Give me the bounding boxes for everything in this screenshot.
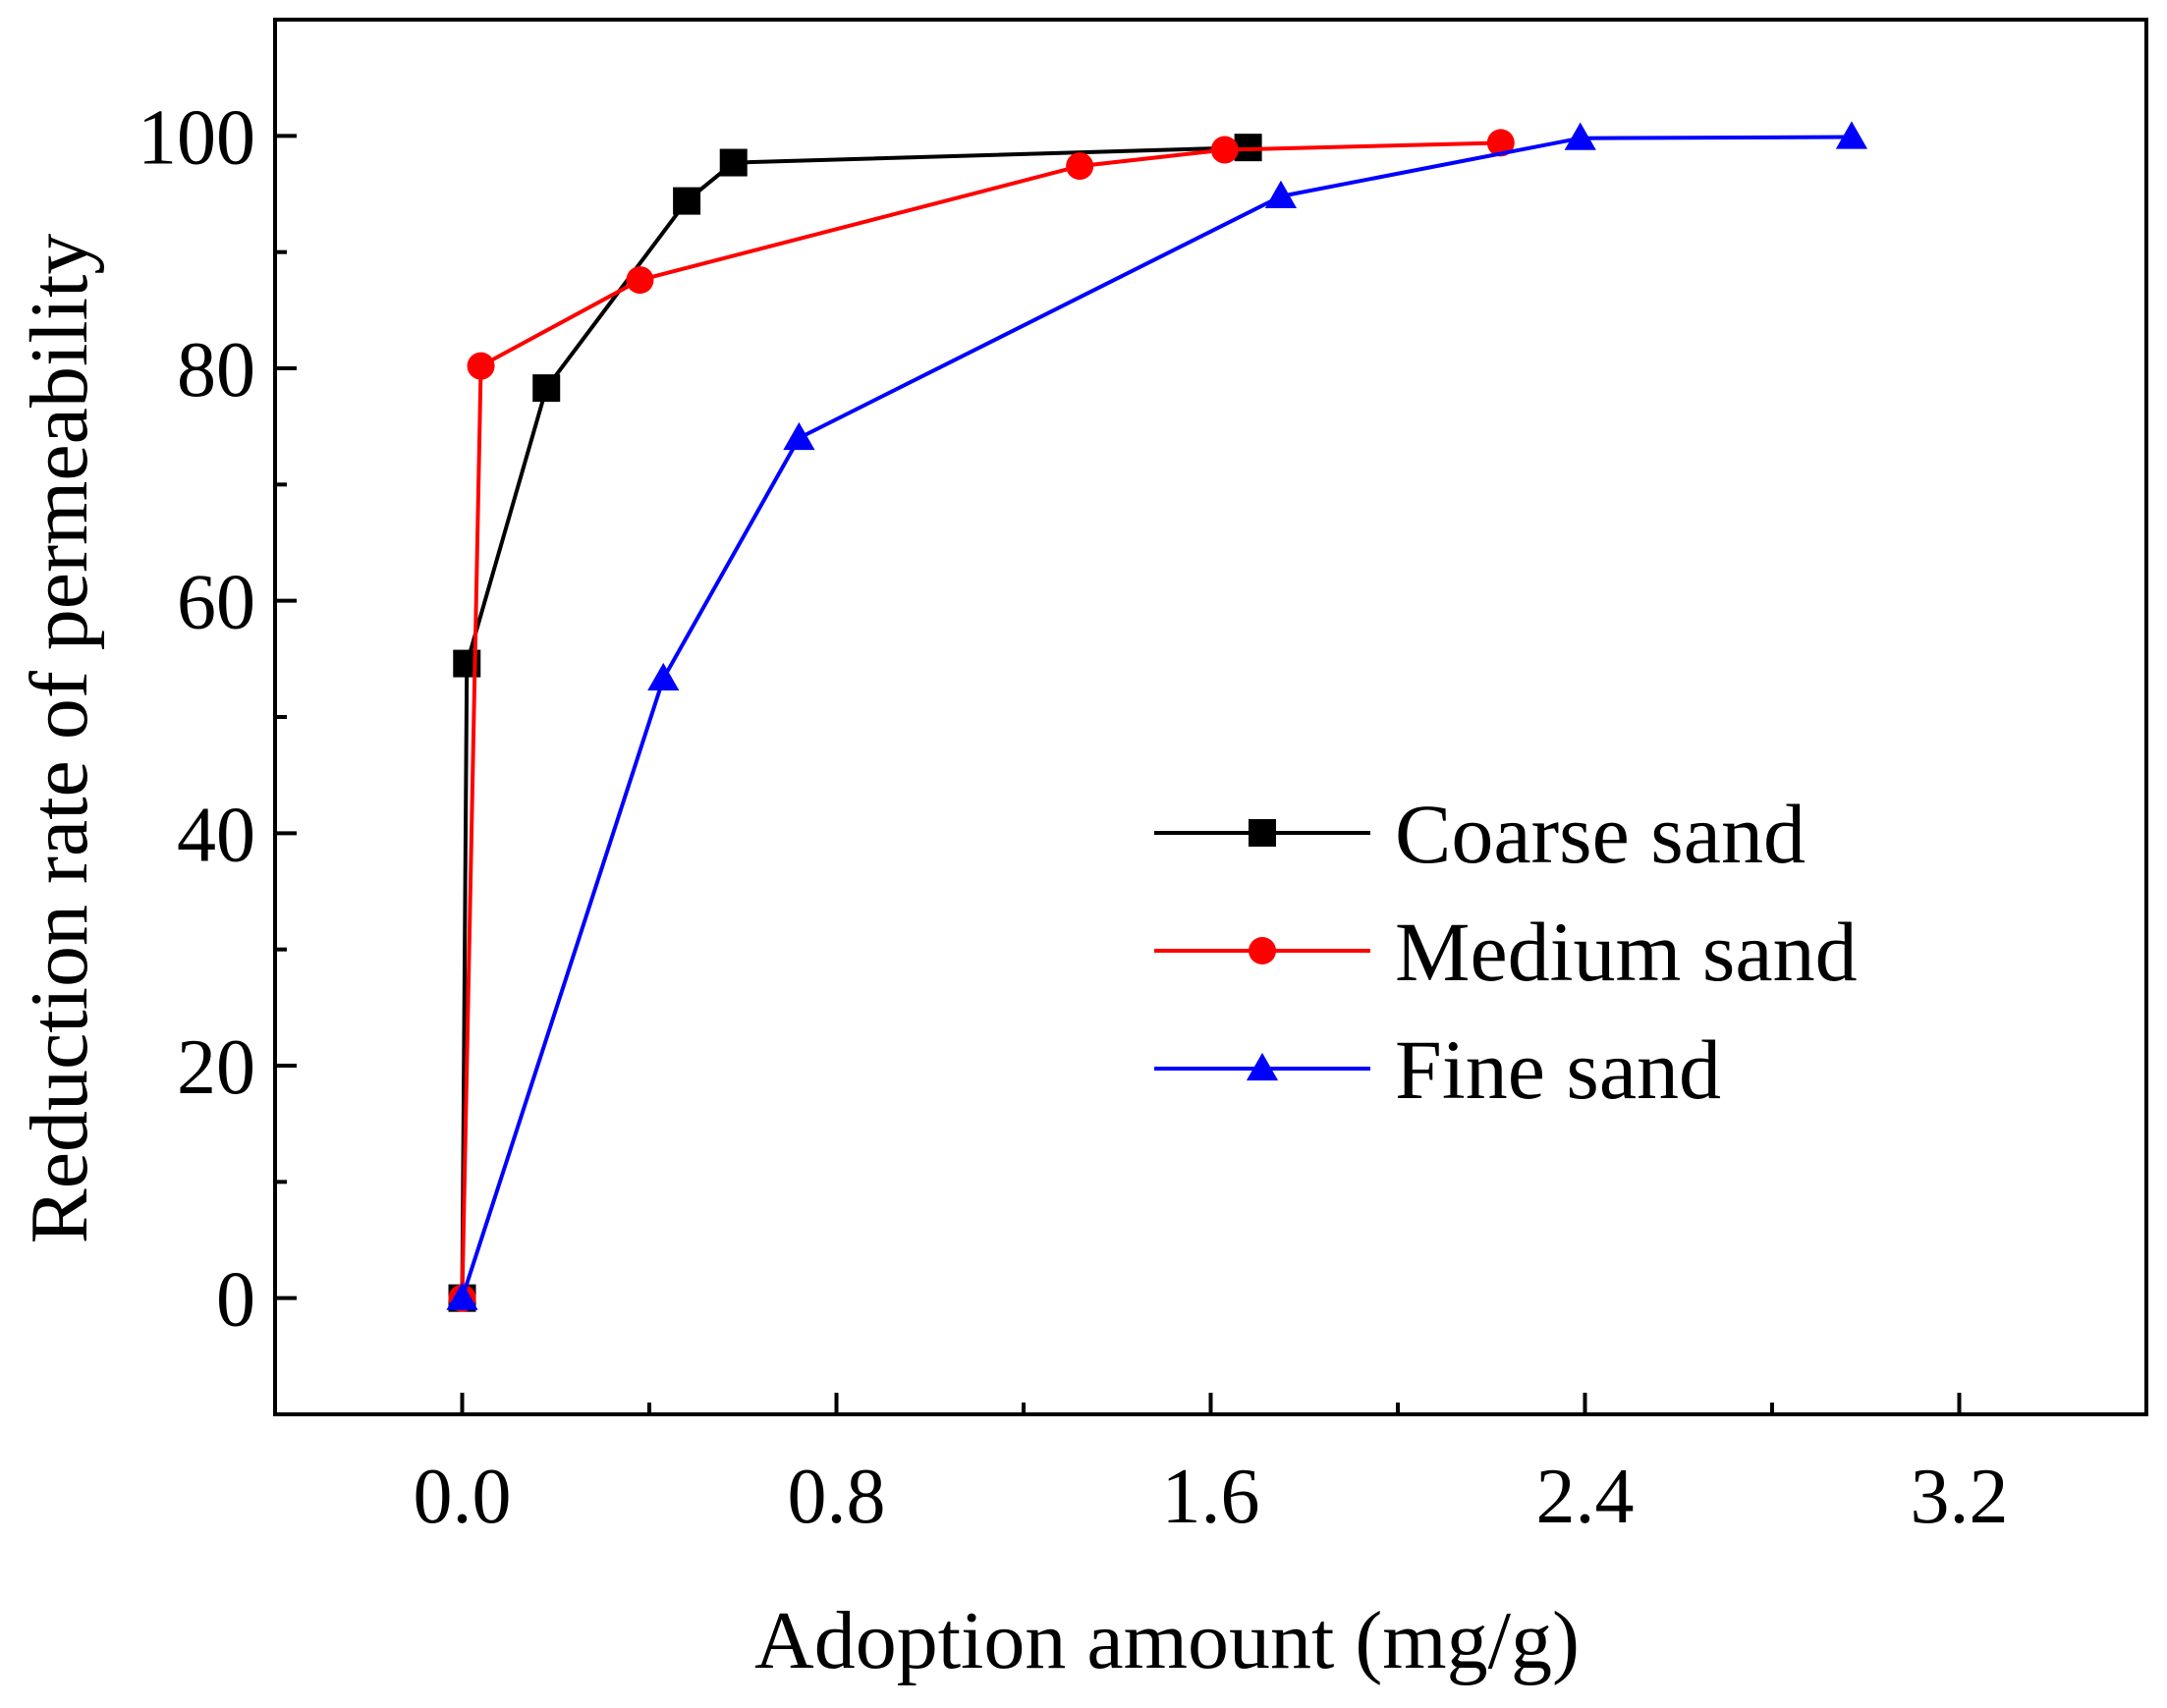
data-point-fine-sand xyxy=(1264,180,1298,208)
legend-label-fine-sand: Fine sand xyxy=(1395,1022,1721,1117)
x-axis-title: Adoption amount (mg/g) xyxy=(754,1595,1580,1686)
data-point-medium-sand xyxy=(1486,129,1515,157)
series-coarse-sand xyxy=(448,134,1262,1312)
y-axis-title: Reduction rate of permeability xyxy=(14,234,105,1244)
data-point-fine-sand xyxy=(1835,121,1868,149)
x-tick-label: 0.0 xyxy=(414,1454,512,1540)
data-point-medium-sand xyxy=(467,352,495,380)
y-tick-label: 60 xyxy=(177,560,255,646)
data-point-fine-sand xyxy=(446,1282,478,1310)
data-point-coarse-sand xyxy=(673,187,701,215)
series-line-coarse-sand xyxy=(460,145,1249,1298)
x-tick-label: 0.8 xyxy=(788,1454,886,1540)
legend-label-medium-sand: Medium sand xyxy=(1395,905,1858,999)
data-point-coarse-sand xyxy=(532,374,561,403)
y-tick-label: 100 xyxy=(138,94,255,181)
legend-marker-medium-sand xyxy=(1249,937,1276,964)
x-tick-label: 3.2 xyxy=(1911,1454,2009,1540)
x-tick-label: 1.6 xyxy=(1162,1454,1260,1540)
data-point-medium-sand xyxy=(626,266,654,295)
series-line-medium-sand xyxy=(460,140,1501,1298)
legend-marker-coarse-sand xyxy=(1249,819,1276,847)
legend-marker-fine-sand xyxy=(1246,1052,1279,1081)
legend-label-coarse-sand: Coarse sand xyxy=(1395,787,1806,881)
data-point-fine-sand xyxy=(783,421,815,451)
y-tick-label: 20 xyxy=(177,1024,255,1111)
data-point-fine-sand xyxy=(647,662,680,691)
x-axis: 0.0 0.8 1.6 2.4 3.2 xyxy=(414,1393,2009,1540)
series-layer xyxy=(446,121,1868,1312)
data-point-medium-sand xyxy=(1066,152,1094,181)
y-tick-label: 40 xyxy=(177,792,255,878)
data-point-fine-sand xyxy=(1564,122,1596,150)
series-fine-sand xyxy=(446,121,1868,1310)
y-tick-label: 0 xyxy=(216,1257,255,1344)
data-point-coarse-sand xyxy=(719,148,748,177)
x-tick-label: 2.4 xyxy=(1536,1454,1635,1540)
plot-area-frame xyxy=(273,18,2148,1416)
data-point-medium-sand xyxy=(1210,136,1239,164)
y-axis: 0 20 40 60 80 100 xyxy=(138,94,297,1344)
series-medium-sand xyxy=(448,129,1515,1312)
legend: Coarse sand Medium sand Fine sand xyxy=(1154,787,1858,1117)
y-tick-label: 80 xyxy=(177,327,255,413)
series-line-fine-sand xyxy=(460,135,1852,1299)
